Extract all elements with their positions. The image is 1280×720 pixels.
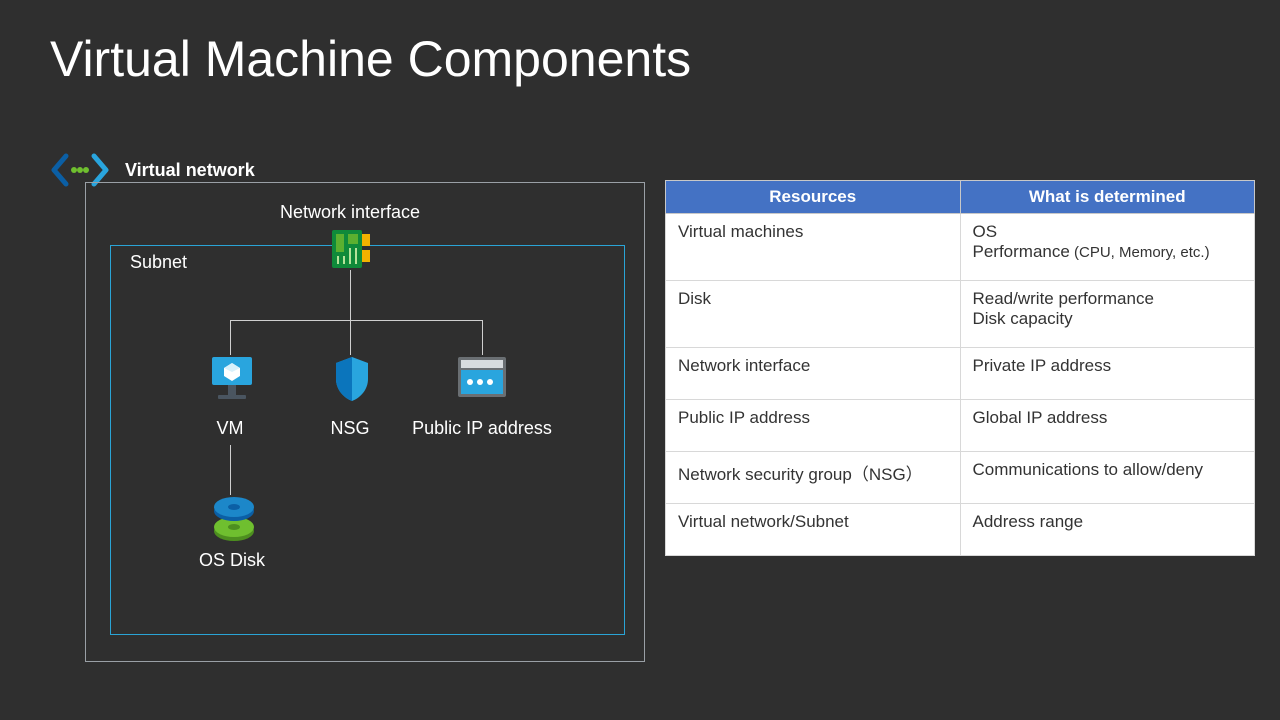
table-header: Resources: [666, 181, 961, 214]
os-disk-icon: [210, 495, 258, 550]
table-row: Virtual network/Subnet Address range: [666, 504, 1255, 556]
table-cell: Private IP address: [960, 348, 1255, 400]
table-cell: Global IP address: [960, 400, 1255, 452]
table-row: Network security group（NSG） Communicatio…: [666, 452, 1255, 504]
vm-label: VM: [217, 418, 244, 439]
connector-line: [482, 320, 483, 355]
public-ip-icon: [456, 355, 508, 406]
resources-table: Resources What is determined Virtual mac…: [665, 180, 1255, 556]
nsg-icon: [332, 355, 372, 408]
connector-line: [350, 270, 351, 320]
table-cell: Address range: [960, 504, 1255, 556]
public-ip-label: Public IP address: [412, 418, 552, 439]
table-row: Disk Read/write performance Disk capacit…: [666, 281, 1255, 348]
table-cell: Disk: [666, 281, 961, 348]
virtual-network-label: Virtual network: [125, 160, 255, 181]
table-cell: OS Performance (CPU, Memory, etc.): [960, 214, 1255, 281]
network-interface-label: Network interface: [280, 202, 420, 223]
table-row: Public IP address Global IP address: [666, 400, 1255, 452]
connector-line: [350, 320, 351, 355]
network-interface-icon: [330, 228, 372, 275]
connector-line: [230, 320, 482, 321]
architecture-diagram: Virtual network Subnet Network interface: [50, 150, 650, 670]
table-cell: Network security group（NSG）: [666, 452, 961, 504]
vm-icon: [210, 355, 254, 410]
table-row: Virtual machines OS Performance (CPU, Me…: [666, 214, 1255, 281]
table-cell: Virtual network/Subnet: [666, 504, 961, 556]
subnet-label: Subnet: [130, 252, 187, 273]
table-cell: Network interface: [666, 348, 961, 400]
page-title: Virtual Machine Components: [50, 30, 691, 88]
table-row: Network interface Private IP address: [666, 348, 1255, 400]
table-cell: Read/write performance Disk capacity: [960, 281, 1255, 348]
table-header: What is determined: [960, 181, 1255, 214]
table-cell: Communications to allow/deny: [960, 452, 1255, 504]
table-cell: Virtual machines: [666, 214, 961, 281]
subnet-box: [110, 245, 625, 635]
os-disk-label: OS Disk: [199, 550, 265, 571]
connector-line: [230, 445, 231, 495]
table-cell: Public IP address: [666, 400, 961, 452]
nsg-label: NSG: [330, 418, 369, 439]
connector-line: [230, 320, 231, 355]
